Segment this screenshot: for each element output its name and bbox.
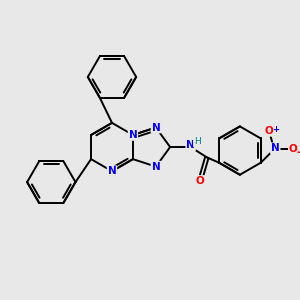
Text: H: H (194, 137, 200, 146)
Text: N: N (152, 122, 160, 133)
Text: O: O (196, 176, 205, 186)
Text: N: N (271, 143, 280, 153)
Text: O: O (265, 126, 274, 136)
Text: +: + (272, 125, 279, 134)
Text: O: O (289, 144, 298, 154)
Text: N: N (129, 130, 137, 140)
Text: -: - (297, 146, 300, 159)
Text: N: N (108, 166, 116, 176)
Text: N: N (152, 162, 160, 172)
Text: N: N (186, 140, 195, 150)
